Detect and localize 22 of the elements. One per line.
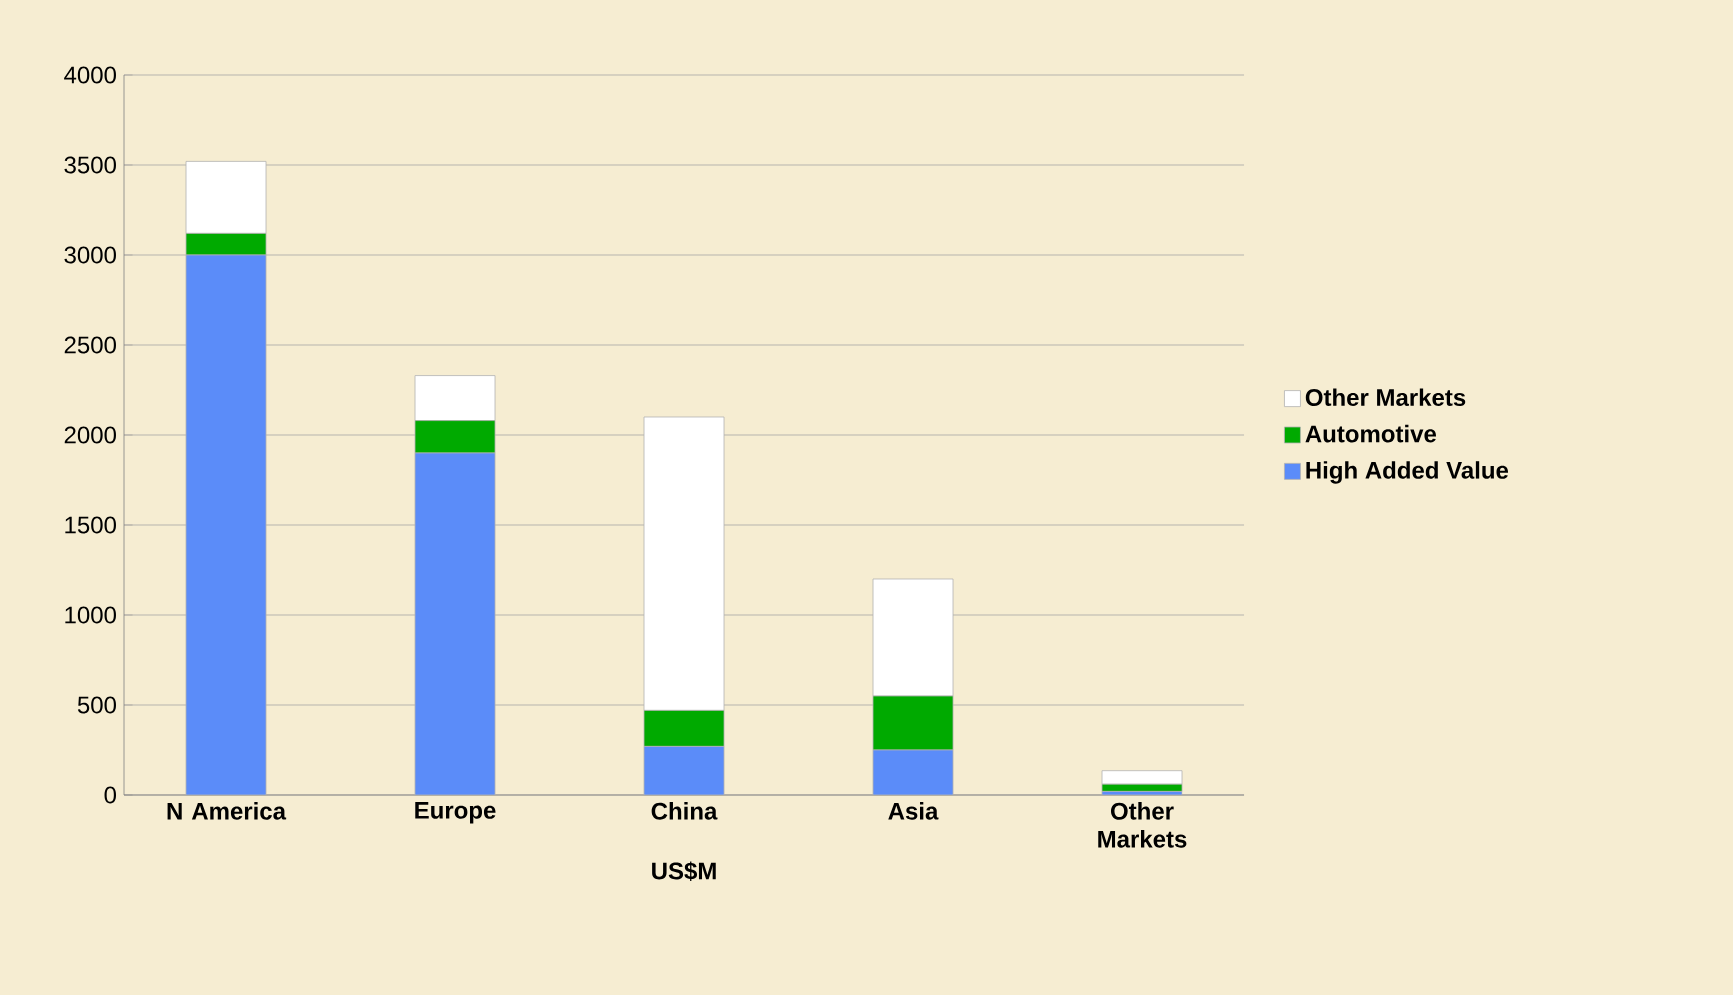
y-tick-label: 500 bbox=[77, 696, 116, 714]
x-tick-label: Asia bbox=[888, 802, 939, 820]
x-axis-title: US$M bbox=[652, 861, 716, 882]
y-tick-label: 2000 bbox=[64, 426, 116, 444]
x-tick-label: N America bbox=[167, 802, 287, 820]
legend-label: Automotive bbox=[1305, 424, 1437, 443]
y-tick-label: 3500 bbox=[64, 156, 116, 174]
x-tick-label: China bbox=[651, 802, 718, 820]
y-tick-label: 4000 bbox=[64, 66, 116, 84]
bar bbox=[872, 749, 954, 795]
legend-label: High Added Value bbox=[1306, 461, 1509, 484]
bar bbox=[414, 452, 496, 795]
y-tick-label: 1000 bbox=[65, 606, 116, 624]
x-tick-label: Other Markets bbox=[1098, 802, 1187, 848]
legend-label: Other Markets bbox=[1305, 388, 1466, 407]
bar bbox=[643, 746, 725, 795]
x-tick-label: Europe bbox=[415, 802, 496, 824]
y-tick-label: 2500 bbox=[64, 336, 116, 354]
y-tick-label: 3000 bbox=[64, 246, 116, 264]
bar bbox=[185, 254, 267, 795]
y-tick-label: 1500 bbox=[65, 516, 116, 534]
y-tick-label: 0 bbox=[104, 786, 117, 804]
